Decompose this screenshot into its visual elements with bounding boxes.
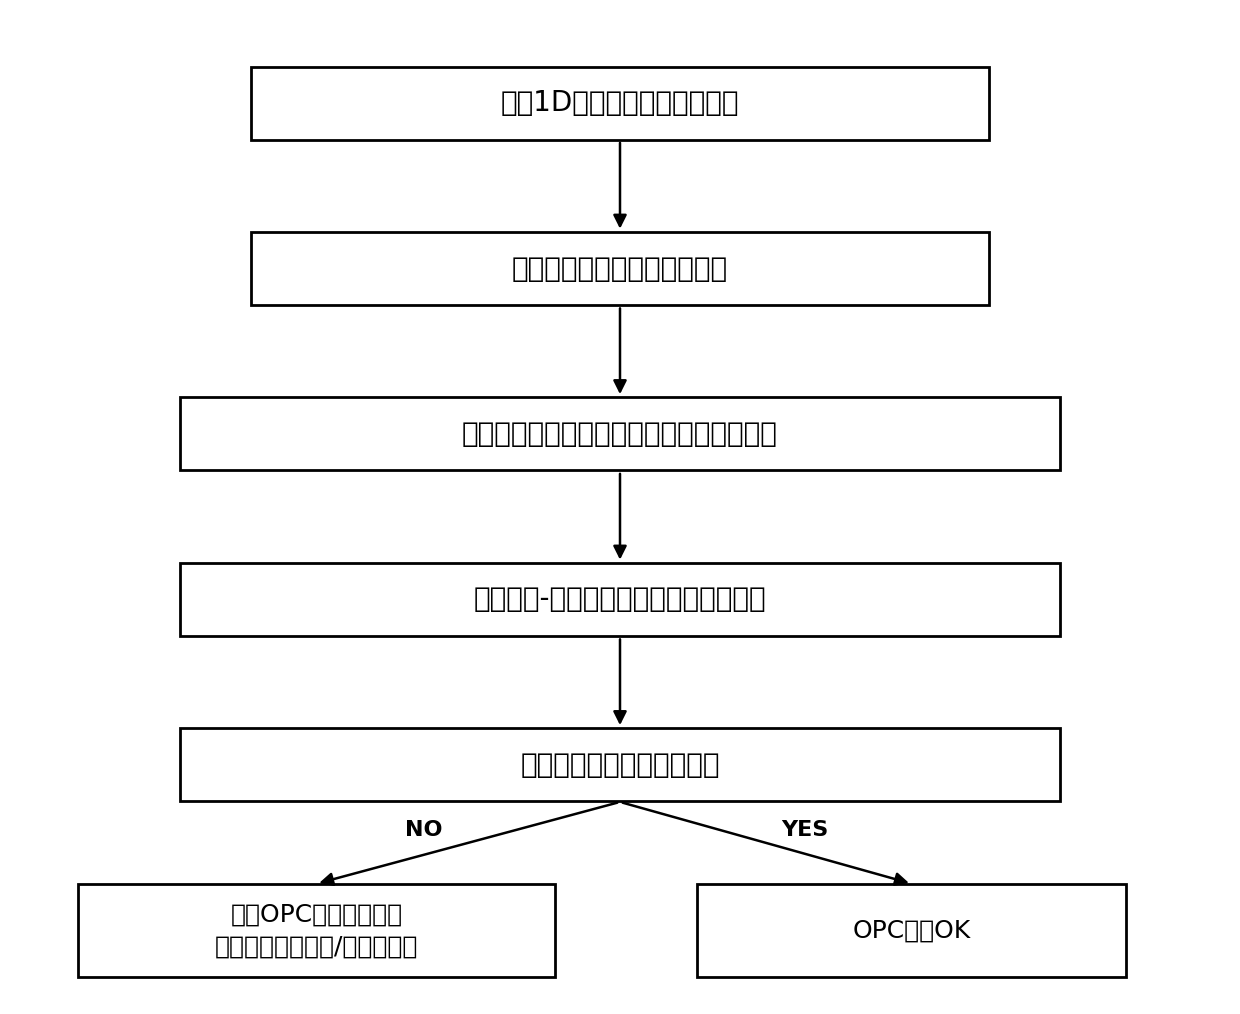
Bar <box>250 67 990 140</box>
Bar <box>180 728 1060 801</box>
Bar <box>250 232 990 305</box>
Text: 对线宽量测数据进行泊松选择: 对线宽量测数据进行泊松选择 <box>512 255 728 283</box>
Text: YES: YES <box>781 820 828 841</box>
Bar <box>78 884 554 976</box>
Text: 对焦距敏感图形线宽量测数据进行泊松调整: 对焦距敏感图形线宽量测数据进行泊松调整 <box>463 420 777 448</box>
Bar <box>180 397 1060 470</box>
Text: 收集1D结构图形线宽量测数据: 收集1D结构图形线宽量测数据 <box>501 89 739 117</box>
Bar <box>697 884 1126 976</box>
Text: NO: NO <box>404 820 443 841</box>
Bar <box>180 563 1060 636</box>
Text: 做像平面-焦平面曲线并进行多项式拟合: 做像平面-焦平面曲线并进行多项式拟合 <box>474 585 766 613</box>
Text: OPC模型OK: OPC模型OK <box>853 919 971 942</box>
Text: 微调OPC模型焦平面，
找到最佳的像平面/焦平面组合: 微调OPC模型焦平面， 找到最佳的像平面/焦平面组合 <box>215 902 418 958</box>
Text: 校准是否满足泊松对称关系: 校准是否满足泊松对称关系 <box>521 751 719 779</box>
